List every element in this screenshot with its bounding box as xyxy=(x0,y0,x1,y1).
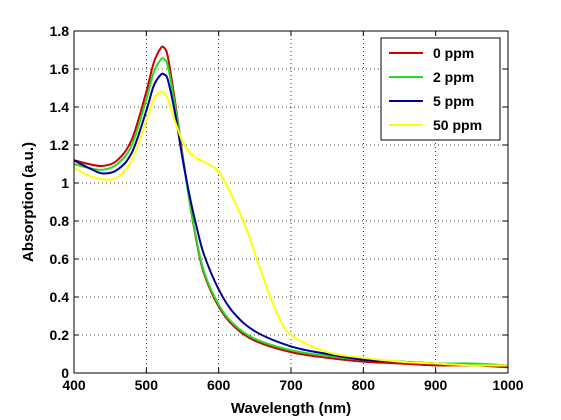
legend-label-3: 50 ppm xyxy=(433,117,482,133)
y-tick-label: 1.4 xyxy=(50,99,70,115)
y-tick-label: 1.8 xyxy=(50,23,70,39)
y-tick-label: 1 xyxy=(61,175,69,191)
x-axis-label: Wavelength (nm) xyxy=(231,400,351,417)
x-tick-label: 1000 xyxy=(492,377,523,393)
series-line-2 xyxy=(73,72,509,367)
y-tick-label: 0.2 xyxy=(50,327,70,343)
y-tick-label: 1.2 xyxy=(50,137,70,153)
series-lines xyxy=(73,45,509,369)
y-tick-label: 0.4 xyxy=(50,289,70,305)
legend-label-2: 5 ppm xyxy=(433,93,474,109)
x-tick-label: 700 xyxy=(279,377,303,393)
axis-ticks: 400 500 600 700 800 900 1000 0 0.2 0.4 0.6 0.8 1 1.2 1… xyxy=(50,23,524,393)
x-tick-label: 400 xyxy=(62,377,86,393)
y-tick-label: 0.8 xyxy=(50,213,70,229)
y-tick-label: 1.6 xyxy=(50,61,70,77)
y-tick-label: 0 xyxy=(61,365,69,381)
series-line-3 xyxy=(73,90,509,367)
x-tick-label: 900 xyxy=(424,377,448,393)
legend-label-1: 2 ppm xyxy=(433,69,474,85)
legend-label-0: 0 ppm xyxy=(433,45,474,61)
x-tick-label: 600 xyxy=(207,377,231,393)
legend: 0 ppm 2 ppm 5 ppm 50 ppm xyxy=(380,37,501,141)
y-tick-label: 0.6 xyxy=(50,251,70,267)
x-tick-label: 800 xyxy=(352,377,376,393)
y-axis-label: Absorption (a.u.) xyxy=(20,142,37,262)
x-tick-label: 500 xyxy=(135,377,159,393)
legend-box xyxy=(380,37,501,141)
